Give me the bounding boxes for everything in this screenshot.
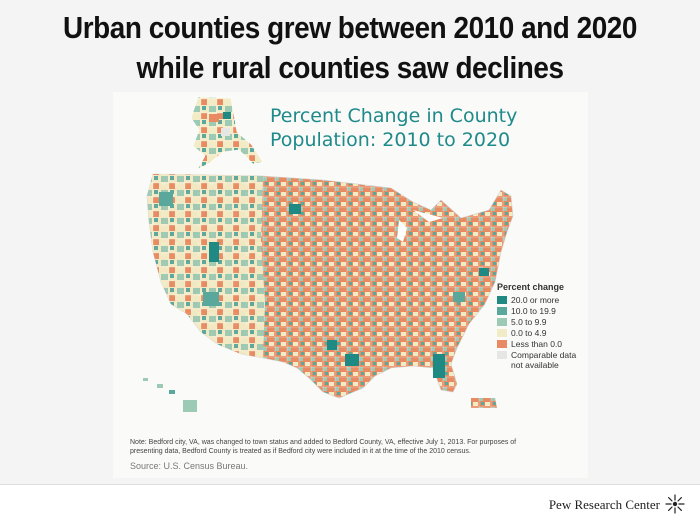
- puerto-rico-shape: [471, 398, 497, 408]
- legend-swatch: [497, 296, 507, 304]
- map-note: Note: Bedford city, VA, was changed to t…: [130, 438, 570, 456]
- map-title-line-2: Population: 2010 to 2020: [270, 129, 511, 151]
- legend: Percent change 20.0 or more 10.0 to 19.9…: [497, 282, 576, 372]
- florida-metro: [433, 354, 445, 378]
- pacific-northwest-metro: [159, 192, 173, 206]
- contiguous-us-shape: [146, 173, 514, 399]
- dc-metro: [479, 268, 489, 276]
- legend-label: 5.0 to 9.9: [511, 317, 547, 327]
- legend-label: 0.0 to 4.9: [511, 328, 547, 338]
- legend-item: 20.0 or more: [497, 295, 576, 306]
- dallas-metro: [327, 340, 337, 350]
- map-source: Source: U.S. Census Bureau.: [130, 461, 249, 471]
- map-title: Percent Change in County Population: 201…: [270, 104, 517, 152]
- legend-swatch: [497, 329, 507, 337]
- alaska-shape: [190, 96, 264, 171]
- legend-label-line-2: not available: [511, 360, 559, 370]
- brand-name: Pew Research Center: [548, 497, 660, 512]
- legend-item: 0.0 to 4.9: [497, 328, 576, 339]
- arizona-metro: [203, 292, 219, 306]
- legend-swatch: [497, 318, 507, 326]
- footer: Pew Research Center: [0, 485, 700, 523]
- sunburst-logo-icon: [665, 494, 685, 514]
- legend-swatch: [497, 340, 507, 348]
- headline-line-2: while rural counties saw declines: [136, 50, 564, 85]
- map-panel: Percent Change in County Population: 201…: [113, 92, 588, 478]
- headline-line-1: Urban counties grew between 2010 and 202…: [63, 10, 637, 45]
- legend-label: Less than 0.0: [511, 339, 563, 349]
- legend-item: 10.0 to 19.9: [497, 306, 576, 317]
- legend-swatch: [497, 351, 507, 359]
- note-line-1: Note: Bedford city, VA, was changed to t…: [130, 439, 517, 446]
- utah-metro: [209, 242, 219, 262]
- legend-label: 20.0 or more: [511, 295, 560, 305]
- dakota-metro: [289, 204, 301, 214]
- legend-item: Less than 0.0: [497, 339, 576, 350]
- lake-michigan: [397, 220, 407, 242]
- legend-label: 10.0 to 19.9: [511, 306, 556, 316]
- carolinas-metro: [453, 292, 465, 302]
- legend-label: Comparable data: [511, 350, 577, 360]
- legend-title: Percent change: [497, 282, 565, 292]
- lake-superior: [413, 210, 443, 222]
- footer-divider: [0, 484, 700, 485]
- legend-item: Comparable data not available: [497, 350, 576, 372]
- headline: Urban counties grew between 2010 and 202…: [35, 8, 665, 88]
- texas-metro-cluster: [345, 354, 359, 366]
- note-line-2: presenting data, Bedford County is treat…: [130, 448, 471, 455]
- county-population-map: [143, 96, 514, 412]
- hawaii-shape: [143, 378, 197, 412]
- map-title-line-1: Percent Change in County: [270, 105, 518, 127]
- legend-swatch: [497, 307, 507, 315]
- legend-item: 5.0 to 9.9: [497, 317, 576, 328]
